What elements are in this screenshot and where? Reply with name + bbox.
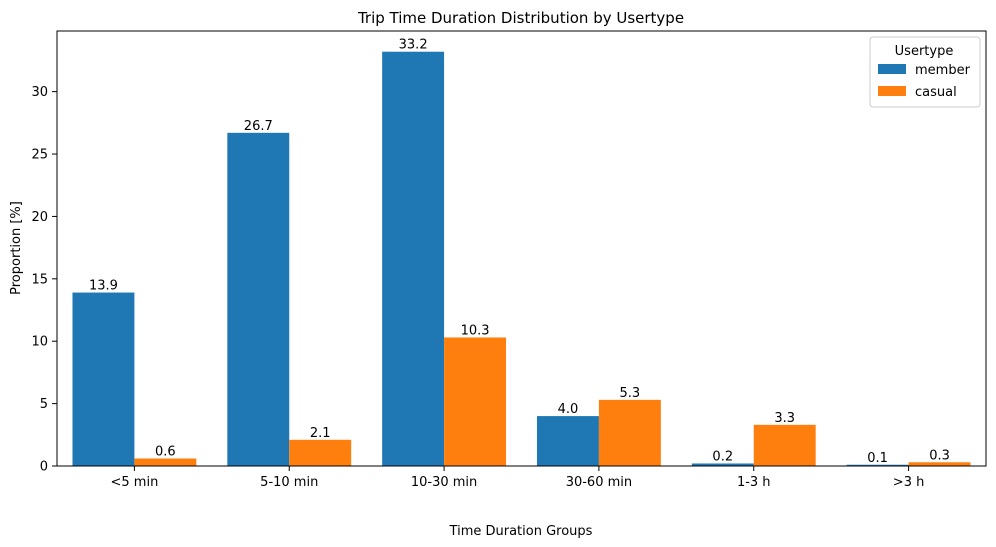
x-tick-label-1: 5-10 min [260, 475, 318, 490]
bar-labels-layer: 13.9 26.7 33.2 4.0 0.2 0.1 0.6 2.1 10.3 5.3 3.3 0.3 [89, 38, 950, 466]
legend-label-member: member [915, 63, 971, 78]
bar-label-casual-1: 2.1 [310, 426, 331, 441]
x-tick-label-0: <5 min [111, 475, 159, 490]
bar-label-member-2: 33.2 [399, 38, 428, 53]
y-tick-label-0: 0 [40, 460, 48, 475]
y-axis: 0 5 10 15 20 25 30 [31, 85, 57, 475]
y-tick-label-4: 20 [31, 210, 48, 225]
bar-casual-4 [753, 424, 816, 466]
legend-swatch-casual [878, 86, 906, 96]
y-tick-label-3: 15 [31, 272, 48, 287]
y-axis-label: Proportion [%] [9, 201, 24, 295]
x-tick-label-2: 10-30 min [411, 475, 477, 490]
legend-label-casual: casual [915, 85, 957, 100]
bar-label-member-1: 26.7 [244, 119, 273, 134]
y-tick-label-2: 10 [31, 335, 48, 350]
y-tick-label-5: 25 [31, 148, 48, 163]
bar-label-casual-2: 10.3 [461, 323, 490, 338]
bar-member-0 [72, 292, 135, 466]
y-tick-label-1: 5 [40, 397, 48, 412]
bar-label-member-3: 4.0 [558, 402, 579, 417]
bar-label-member-0: 13.9 [89, 279, 118, 294]
x-tick-label-4: 1-3 h [737, 475, 771, 490]
legend-title: Usertype [895, 44, 954, 59]
bar-label-casual-4: 3.3 [774, 411, 795, 426]
bar-label-casual-5: 0.3 [929, 448, 950, 463]
bar-casual-2 [444, 337, 507, 466]
chart-title: Trip Time Duration Distribution by Usert… [357, 9, 684, 27]
bar-label-casual-0: 0.6 [155, 445, 176, 460]
bar-label-casual-3: 5.3 [620, 386, 641, 401]
bar-member-2 [382, 51, 445, 467]
bar-casual-0 [134, 458, 197, 466]
bar-member-3 [536, 416, 599, 466]
legend-swatch-member [878, 64, 906, 74]
x-axis: <5 min 5-10 min 10-30 min 30-60 min 1-3 h >3 … [111, 466, 925, 490]
bar-casual-1 [289, 439, 352, 466]
bar-member-4 [691, 463, 754, 466]
bars-layer [72, 51, 971, 467]
bar-label-member-4: 0.2 [712, 450, 733, 465]
bar-member-1 [227, 132, 290, 466]
bar-casual-5 [908, 462, 971, 466]
x-tick-label-3: 30-60 min [566, 475, 632, 490]
y-tick-label-6: 30 [31, 85, 48, 100]
x-tick-label-5: >3 h [893, 475, 925, 490]
x-axis-label: Time Duration Groups [449, 524, 593, 539]
bar-casual-3 [598, 399, 661, 466]
bar-member-5 [846, 464, 909, 466]
plot-frame [56, 30, 987, 467]
bar-label-member-5: 0.1 [867, 451, 888, 466]
legend: Usertype member casual [869, 36, 981, 108]
